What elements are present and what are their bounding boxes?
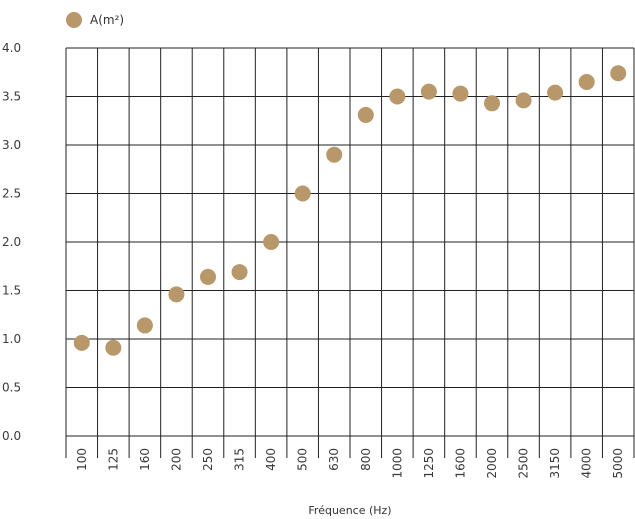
- legend-marker: [66, 12, 82, 28]
- y-axis-ticks: 0.0 0.5 1.0 1.5 2.0 2.5 3.0 3.5 4.0: [2, 41, 21, 443]
- data-point: [420, 83, 437, 100]
- x-tick-label: 1250: [422, 448, 436, 479]
- y-tick-label: 4.0: [2, 41, 21, 55]
- y-tick-label: 3.0: [2, 138, 21, 152]
- x-tick-label: 4000: [580, 448, 594, 479]
- data-point: [547, 84, 564, 101]
- x-tick-label: 500: [296, 448, 310, 471]
- x-tick-label: 2000: [485, 448, 499, 479]
- data-point: [389, 88, 406, 105]
- x-tick-label: 250: [201, 448, 215, 471]
- x-tick-label: 2500: [517, 448, 531, 479]
- data-point: [515, 92, 532, 109]
- x-tick-label: 5000: [611, 448, 625, 479]
- data-point: [610, 65, 627, 82]
- data-point: [231, 264, 248, 281]
- y-tick-label: 3.5: [2, 90, 21, 104]
- data-point: [136, 317, 153, 334]
- data-point: [357, 106, 374, 123]
- x-tick-label: 200: [169, 448, 183, 471]
- data-point: [200, 268, 216, 285]
- x-tick-label: 1600: [453, 448, 467, 479]
- x-tick-label: 800: [359, 448, 373, 471]
- data-point: [294, 185, 311, 202]
- y-tick-label: 0.0: [2, 429, 21, 443]
- legend-label: A(m²): [90, 13, 124, 27]
- x-axis-ticks: 100 125 160 200 250 315 400 500 630 800 1000 1250 16…: [75, 448, 625, 479]
- x-axis-label: Fréquence (Hz): [308, 504, 391, 517]
- x-tick-label: 400: [264, 448, 278, 471]
- data-points: [73, 65, 627, 356]
- grid: [65, 47, 635, 458]
- data-point: [263, 234, 280, 250]
- data-point: [168, 286, 185, 303]
- data-point: [578, 73, 595, 90]
- x-tick-label: 1000: [390, 448, 404, 479]
- y-tick-label: 0.5: [2, 381, 21, 395]
- data-point: [73, 334, 90, 351]
- data-point: [452, 85, 469, 102]
- x-tick-label: 630: [327, 448, 341, 471]
- x-tick-label: 125: [106, 448, 120, 471]
- y-tick-label: 1.5: [2, 284, 21, 298]
- data-point: [484, 95, 500, 112]
- x-tick-label: 100: [75, 448, 89, 471]
- x-tick-label: 160: [138, 448, 152, 471]
- data-point: [326, 146, 343, 163]
- x-tick-label: 3150: [548, 448, 562, 479]
- x-tick-label: 315: [233, 448, 247, 471]
- legend: A(m²): [66, 12, 124, 28]
- y-tick-label: 2.5: [2, 187, 21, 201]
- data-point: [105, 339, 122, 356]
- y-tick-label: 1.0: [2, 332, 21, 346]
- y-tick-label: 2.0: [2, 235, 21, 249]
